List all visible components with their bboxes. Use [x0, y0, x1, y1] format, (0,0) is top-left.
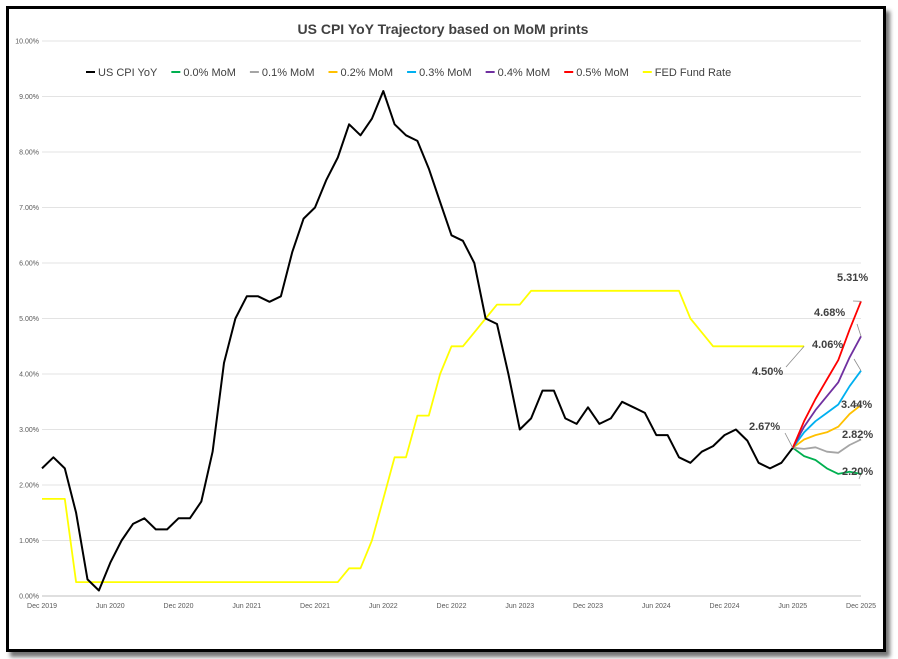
y-axis: 0.00% 1.00% 2.00% 3.00% 4.00% 5.00% 6.00% 7.00%… — [15, 39, 39, 601]
y-tick-label: 4.00% — [19, 372, 39, 379]
legend-item: US CPI YoY — [98, 67, 158, 79]
y-tick-label: 6.00% — [19, 261, 39, 268]
series-line — [792, 404, 862, 449]
series-line — [792, 447, 862, 475]
y-tick-label: 2.00% — [19, 483, 39, 490]
x-tick-label: Dec 2020 — [164, 603, 194, 610]
legend-item: 0.3% MoM — [419, 67, 472, 79]
legend-item: 0.0% MoM — [183, 67, 236, 79]
x-tick-label: Jun 2022 — [369, 603, 398, 610]
annotation-leader — [853, 358, 862, 371]
legend-item: 0.5% MoM — [576, 67, 629, 79]
y-tick-label: 0.00% — [19, 594, 39, 601]
series-line — [42, 289, 805, 583]
annotation-label: 2.67% — [749, 421, 780, 433]
series-line — [792, 335, 862, 449]
x-tick-label: Jun 2020 — [96, 603, 125, 610]
chart-frame: US CPI YoY Trajectory based on MoM print… — [6, 6, 886, 652]
chart: US CPI YoY Trajectory based on MoM print… — [15, 21, 876, 610]
x-tick-label: Dec 2022 — [437, 603, 467, 610]
annotation-leader — [858, 473, 862, 480]
annotations: 5.31% 4.68% 4.06% 3.44% 2.82% 2.20% 2.67% 4.50% — [749, 272, 873, 480]
y-tick-label: 10.00% — [15, 39, 39, 46]
x-tick-label: Dec 2019 — [27, 603, 57, 610]
annotation-leader — [853, 402, 862, 406]
series-lines — [41, 90, 862, 592]
legend-item: 0.2% MoM — [340, 67, 393, 79]
x-axis: Dec 2019 Jun 2020 Dec 2020 Jun 2021 Dec 2021… — [27, 603, 876, 610]
annotation-label: 4.06% — [812, 339, 843, 351]
annotation-label: 2.82% — [842, 429, 873, 441]
x-tick-label: Jun 2024 — [642, 603, 671, 610]
annotation-leader — [785, 345, 805, 368]
annotation-label: 4.50% — [752, 366, 783, 378]
x-tick-label: Dec 2021 — [300, 603, 330, 610]
annotation-label: 3.44% — [841, 399, 872, 411]
series-line — [792, 370, 862, 449]
legend-item: FED Fund Rate — [655, 67, 731, 79]
x-tick-label: Jun 2021 — [232, 603, 261, 610]
y-tick-label: 3.00% — [19, 427, 39, 434]
y-tick-label: 5.00% — [19, 316, 39, 323]
y-tick-label: 7.00% — [19, 205, 39, 212]
gridlines — [42, 40, 861, 597]
series-line — [792, 438, 862, 454]
series-line — [791, 300, 862, 449]
x-tick-label: Dec 2025 — [846, 603, 876, 610]
y-tick-label: 9.00% — [19, 94, 39, 101]
y-tick-label: 8.00% — [19, 150, 39, 157]
series-line — [41, 90, 794, 592]
x-tick-label: Jun 2025 — [778, 603, 807, 610]
x-tick-label: Dec 2024 — [710, 603, 740, 610]
x-tick-label: Jun 2023 — [505, 603, 534, 610]
annotation-leader — [784, 432, 794, 449]
legend-item: 0.1% MoM — [262, 67, 315, 79]
legend-item: 0.4% MoM — [498, 67, 551, 79]
annotation-label: 5.31% — [837, 272, 868, 284]
chart-title: US CPI YoY Trajectory based on MoM print… — [298, 21, 589, 37]
y-tick-label: 1.00% — [19, 538, 39, 545]
annotation-leader — [856, 323, 862, 337]
x-tick-label: Dec 2023 — [573, 603, 603, 610]
annotation-label: 4.68% — [814, 307, 845, 319]
annotation-label: 2.20% — [842, 466, 873, 478]
legend: US CPI YoY 0.0% MoM 0.1% MoM 0.2% MoM 0.3% M… — [86, 67, 731, 79]
